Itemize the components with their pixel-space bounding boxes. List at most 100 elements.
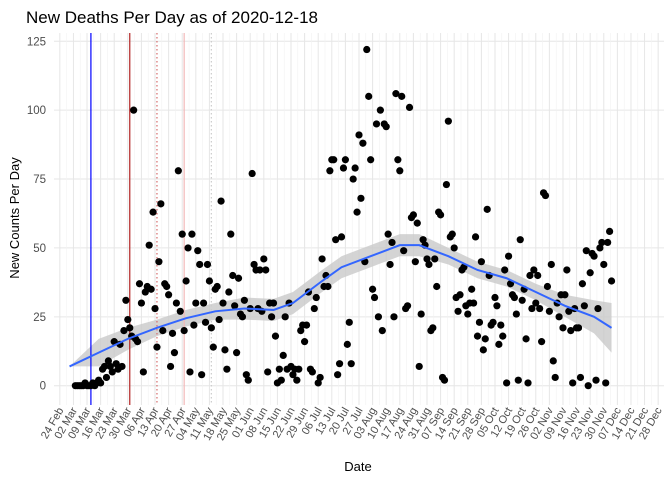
data-point — [580, 302, 588, 310]
data-point — [264, 368, 272, 376]
data-point — [312, 293, 320, 302]
data-point — [384, 230, 392, 238]
data-point — [501, 266, 509, 274]
data-point — [318, 255, 326, 263]
data-point — [279, 351, 287, 359]
data-point — [248, 169, 256, 178]
data-point — [586, 269, 594, 277]
data-point — [217, 197, 225, 205]
data-point — [262, 266, 270, 274]
data-point — [225, 288, 233, 296]
data-point — [604, 238, 612, 247]
data-point — [454, 307, 462, 315]
trend-line — [69, 244, 613, 368]
data-point — [545, 307, 553, 315]
data-point — [196, 260, 204, 269]
data-point — [227, 230, 235, 238]
data-point — [271, 332, 280, 340]
y-axis-ticks: 0 25 50 75 100 125 — [27, 36, 46, 392]
data-point — [538, 338, 546, 346]
data-point — [240, 296, 248, 304]
data-point — [168, 329, 177, 337]
data-point — [176, 307, 184, 315]
y-tick-label: 125 — [27, 36, 46, 48]
data-point — [223, 365, 231, 373]
data-point — [590, 252, 598, 260]
data-point — [324, 282, 332, 291]
data-point — [130, 106, 138, 114]
data-point — [122, 296, 130, 304]
data-point — [334, 371, 342, 379]
data-point — [551, 373, 559, 382]
data-point — [378, 327, 386, 335]
data-point — [431, 255, 439, 263]
data-point — [194, 247, 202, 255]
data-point — [250, 260, 258, 269]
y-tick-label: 50 — [33, 243, 46, 255]
data-point — [198, 371, 206, 379]
data-point — [180, 327, 188, 335]
data-point — [157, 200, 165, 208]
data-point — [405, 103, 414, 111]
data-point — [396, 167, 404, 175]
data-point — [137, 299, 146, 307]
data-point — [149, 208, 157, 216]
data-point — [532, 299, 540, 307]
data-point — [269, 299, 278, 307]
data-point — [310, 304, 318, 313]
data-point — [442, 180, 451, 189]
data-point — [448, 230, 456, 238]
data-point — [598, 238, 606, 247]
data-point — [170, 349, 179, 357]
data-point — [145, 241, 153, 249]
data-point — [184, 244, 192, 252]
data-point — [102, 373, 111, 382]
data-point — [165, 291, 173, 299]
data-point — [215, 315, 223, 324]
data-point — [584, 382, 592, 390]
data-point — [440, 376, 449, 384]
data-point — [536, 304, 544, 313]
data-point — [464, 310, 472, 318]
data-point — [429, 324, 437, 332]
y-tick-label: 25 — [33, 312, 46, 324]
data-point — [106, 362, 114, 371]
data-point — [576, 373, 585, 382]
data-point — [207, 324, 215, 332]
data-point — [104, 357, 112, 365]
data-point — [108, 368, 116, 376]
data-point — [419, 236, 427, 244]
data-point — [456, 291, 464, 299]
data-point — [174, 167, 182, 175]
data-point — [578, 280, 587, 288]
data-point — [163, 282, 171, 291]
data-point — [368, 285, 377, 293]
data-point — [565, 307, 573, 315]
data-point — [308, 368, 316, 376]
data-point — [351, 164, 359, 172]
data-point — [343, 340, 351, 348]
data-point — [602, 379, 610, 387]
data-point — [450, 244, 458, 252]
data-point — [118, 362, 126, 371]
y-tick-label: 75 — [33, 174, 46, 186]
data-point — [534, 271, 542, 280]
data-point — [199, 299, 208, 307]
data-point — [499, 332, 507, 340]
data-point — [526, 271, 534, 280]
data-point — [126, 324, 134, 332]
data-point — [398, 92, 406, 100]
data-point — [522, 335, 530, 343]
data-point — [151, 304, 159, 313]
data-point — [400, 247, 408, 255]
y-tick-label: 0 — [40, 381, 46, 393]
data-point — [205, 277, 214, 285]
data-point — [510, 293, 519, 302]
data-point — [547, 260, 555, 269]
data-point — [543, 282, 552, 291]
data-point — [139, 368, 147, 376]
data-point — [293, 376, 301, 384]
data-point — [355, 131, 363, 139]
data-point — [172, 299, 180, 307]
data-point — [339, 164, 348, 172]
